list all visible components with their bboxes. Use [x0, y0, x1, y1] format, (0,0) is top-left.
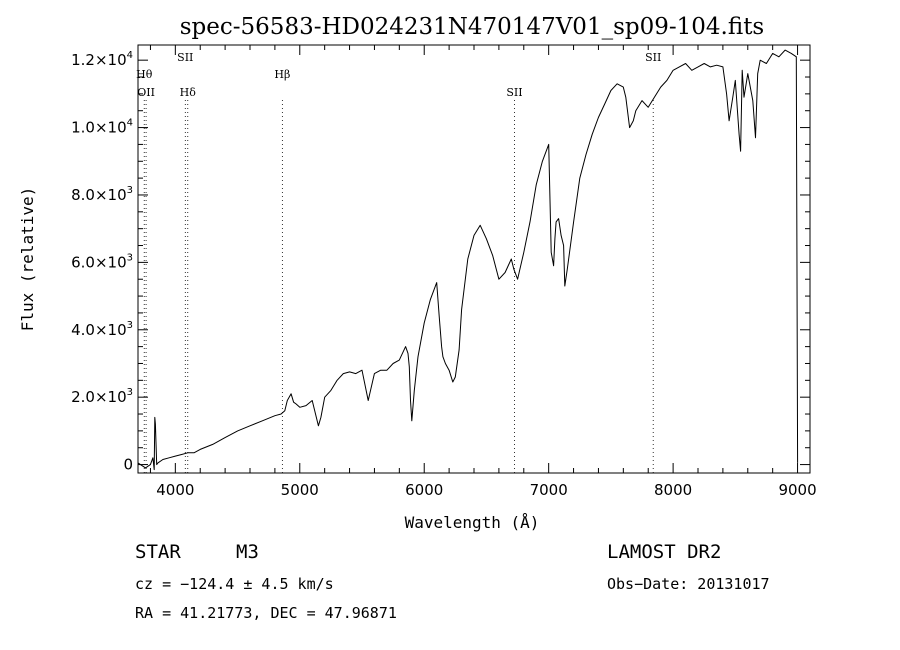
obs-date-text: Obs−Date: 20131017 [607, 575, 770, 593]
object-subclass: M3 [236, 541, 259, 563]
y-tick-label: 2.0×103 [71, 387, 133, 406]
y-tick-label: 1.2×104 [71, 50, 133, 69]
y-tick-label: 8.0×103 [71, 185, 133, 204]
x-tick-label: 5000 [281, 481, 319, 499]
y-axis-label: Flux (relative) [18, 187, 37, 332]
reference-lines: Hθ OII SII Hδ Hβ SII SII [136, 51, 661, 473]
reference-line-label: SII [506, 86, 522, 99]
x-tick-label: 7000 [530, 481, 568, 499]
x-tick-label: 4000 [156, 481, 194, 499]
y-tick-label: 4.0×103 [71, 320, 133, 339]
reference-line-label: SII [645, 51, 661, 64]
x-tick-label: 8000 [654, 481, 692, 499]
y-tick-label: 0 [123, 456, 133, 474]
reference-line-label: Hθ [136, 68, 153, 81]
reference-line-label: Hβ [274, 68, 290, 81]
reference-line-label: SII [177, 51, 193, 64]
object-class: STAR [135, 541, 181, 563]
x-tick-label: 9000 [778, 481, 816, 499]
chart-title: spec-56583-HD024231N470147V01_sp09-104.f… [180, 14, 765, 40]
x-axis-label: Wavelength (Å) [405, 513, 540, 532]
x-tick-label: 6000 [405, 481, 443, 499]
spectrum-line [137, 49, 799, 471]
reference-line-label: OII [137, 86, 155, 99]
x-axis-ticks: 4000 5000 6000 7000 8000 9000 [149, 45, 817, 499]
reference-line-label: Hδ [180, 86, 197, 99]
y-tick-label: 6.0×103 [71, 252, 133, 271]
survey-name: LAMOST DR2 [607, 541, 722, 563]
coordinates-text: RA = 41.21773, DEC = 47.96871 [135, 604, 397, 622]
redshift-text: cz = −124.4 ± 4.5 km/s [135, 575, 334, 593]
plot-frame [137, 44, 811, 474]
y-tick-label: 1.0×104 [71, 118, 133, 137]
y-axis-ticks: 0 2.0×103 4.0×103 6.0×103 8.0×103 1.0×104 1.2×… [71, 50, 810, 474]
